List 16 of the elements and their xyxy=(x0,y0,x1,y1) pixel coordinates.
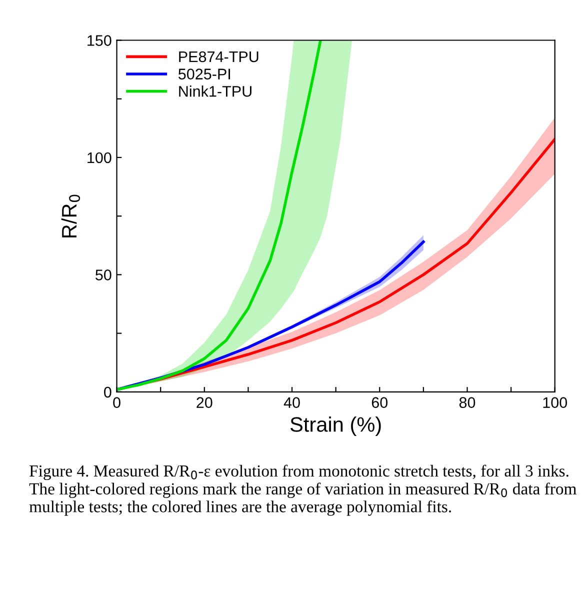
text: Figure 4. Measured R/R$_{0}$-ε evolution from monotonic stretch tests, for all 3 inks. The light-colored regions mark the range of variation in measured R/R$_{0}$ data from multiple tests; the colored lines are the average polynomial fits. xyxy=(29,464,576,516)
legend-label: 5025-PI xyxy=(178,68,230,80)
x-axis-title: Strain (%) xyxy=(290,416,381,436)
legend-label: Nink1-TPU xyxy=(179,86,252,97)
y-tick-label: 0 xyxy=(104,386,112,398)
y-tick-label: 100 xyxy=(88,152,112,164)
y-tick-label: 150 xyxy=(88,35,112,46)
x-tick-label: 100 xyxy=(543,397,568,408)
x-tick-label: 40 xyxy=(284,397,300,408)
x-tick-label: 80 xyxy=(459,397,476,408)
y-axis-title: R/R$_{0}$ xyxy=(61,194,80,238)
x-tick-label: 60 xyxy=(372,397,388,408)
legend-label: PE874-TPU xyxy=(179,51,258,62)
x-tick-label: 0 xyxy=(113,397,120,408)
y-tick-label: 50 xyxy=(96,270,112,280)
x-tick-label: 20 xyxy=(196,397,212,408)
